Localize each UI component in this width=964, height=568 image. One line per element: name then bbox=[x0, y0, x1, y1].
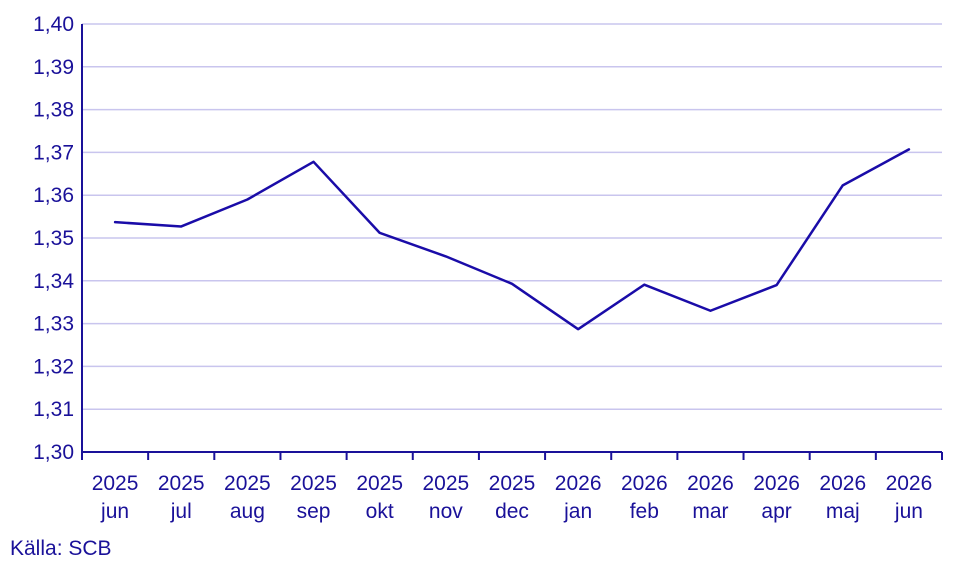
x-tick-label: 2026 feb bbox=[621, 472, 668, 523]
y-tick-label: 1,37 bbox=[33, 141, 74, 164]
x-tick-label: 2025 nov bbox=[422, 472, 469, 523]
series-lines bbox=[113, 148, 911, 331]
series-line bbox=[113, 148, 911, 331]
y-tick-label: 1,39 bbox=[33, 56, 74, 79]
y-tick-label: 1,40 bbox=[33, 13, 74, 36]
y-tick-label: 1,30 bbox=[33, 441, 74, 464]
axes bbox=[81, 24, 943, 460]
x-tick-label: 2026 mar bbox=[687, 472, 734, 523]
x-axis-ticks: 2025 jun 2025 jul 2025 aug 2025 sep 2025 okt 2025 n… bbox=[92, 472, 933, 523]
x-tick-label: 2025 dec bbox=[489, 472, 536, 523]
y-tick-label: 1,36 bbox=[33, 184, 74, 207]
x-tick-label: 2025 jul bbox=[158, 472, 205, 523]
y-tick-label: 1,38 bbox=[33, 99, 74, 122]
y-axis-ticks: 1,30 1,31 1,32 1,33 1,34 1,35 1,36 1,37 1,38 1,39… bbox=[33, 13, 74, 464]
x-tick-label: 2026 apr bbox=[753, 472, 800, 523]
y-tick-label: 1,34 bbox=[33, 270, 74, 293]
y-tick-label: 1,33 bbox=[33, 313, 74, 336]
y-tick-label: 1,32 bbox=[33, 355, 74, 378]
x-tick-label: 2026 jan bbox=[555, 472, 602, 523]
source-note: Källa: SCB bbox=[10, 537, 112, 560]
x-tick-label: 2025 aug bbox=[224, 472, 271, 523]
x-tick-label: 2026 jun bbox=[886, 472, 933, 523]
x-tick-label: 2025 sep bbox=[290, 472, 337, 523]
y-tick-label: 1,31 bbox=[33, 398, 74, 421]
x-tick-label: 2025 jun bbox=[92, 472, 139, 523]
gridlines bbox=[82, 23, 942, 410]
y-tick-label: 1,35 bbox=[33, 227, 74, 250]
x-tick-label: 2025 okt bbox=[356, 472, 403, 523]
x-tick-label: 2026 maj bbox=[819, 472, 866, 523]
